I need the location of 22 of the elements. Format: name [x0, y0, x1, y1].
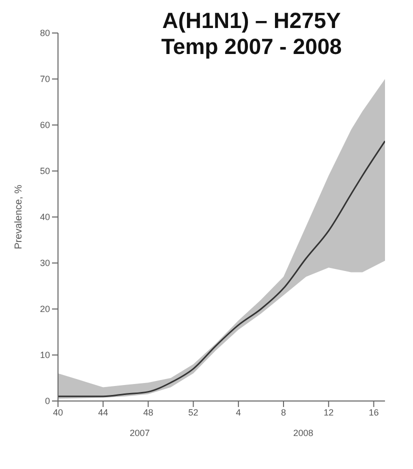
y-tick-label: 80 [40, 28, 50, 38]
y-tick-label: 50 [40, 166, 50, 176]
x-tick-label: 12 [324, 407, 334, 418]
text: 2008 [293, 428, 314, 438]
x-tick-label: 8 [281, 407, 286, 418]
x-tick-label: 16 [368, 407, 379, 418]
x-tick-label: 40 [52, 407, 64, 418]
y-tick-label: 60 [40, 120, 50, 130]
text: 2007 [130, 428, 150, 438]
y-axis-title: Prevalence, % [14, 184, 25, 250]
x-tick-label: 48 [143, 407, 154, 418]
x-tick-label: 44 [98, 407, 108, 418]
y-tick-label: 20 [40, 304, 50, 314]
x-tick-label: 4 [236, 407, 241, 418]
y-tick-label: 40 [40, 212, 50, 222]
y-tick-label: 10 [40, 350, 50, 360]
y-tick-label: 30 [40, 258, 50, 268]
x-tick-label: 52 [188, 407, 198, 418]
y-tick-label: 0 [44, 396, 50, 406]
chart-title: A(H1N1) – H275Y Temp 2007 - 2008 [160, 8, 343, 60]
y-tick-label: 70 [40, 74, 50, 84]
line-series [58, 140, 385, 398]
